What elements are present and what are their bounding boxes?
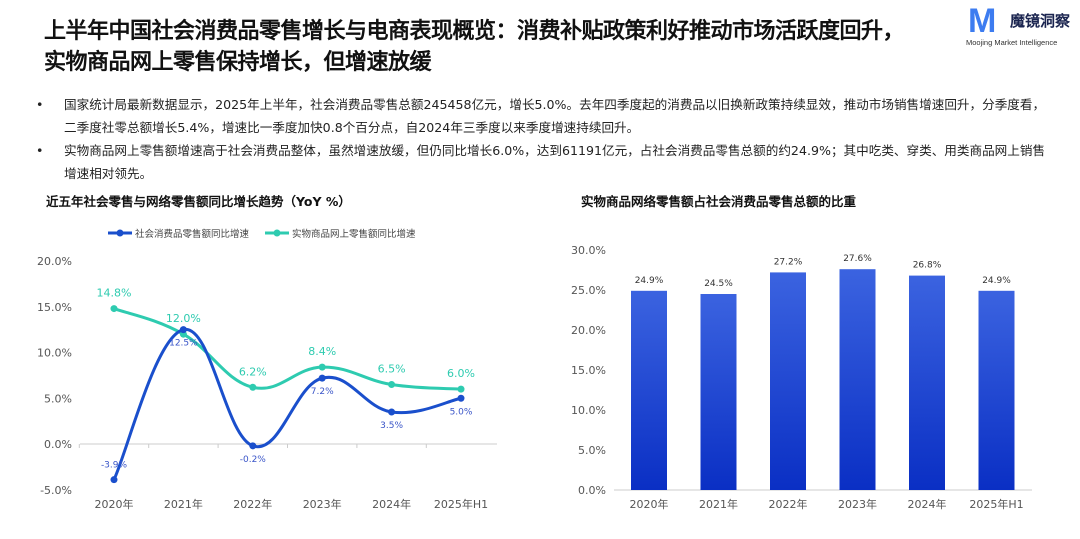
x-tick-label: 2023年: [303, 497, 342, 511]
bar: [909, 275, 945, 490]
y-tick-label: 30.0%: [571, 244, 606, 257]
legend-marker: [116, 229, 124, 237]
data-point: [249, 383, 257, 391]
bullet-dot: •: [36, 143, 44, 158]
y-tick-label: 5.0%: [578, 444, 606, 457]
data-label: 3.5%: [380, 421, 403, 431]
x-tick-label: 2024年: [908, 497, 947, 511]
bullet-item: • 国家统计局最新数据显示，2025年上半年，社会消费品零售总额245458亿元，…: [36, 93, 1056, 139]
bar-label: 24.9%: [635, 276, 664, 286]
data-point: [179, 326, 187, 334]
legend-marker: [273, 229, 281, 237]
y-tick-label: 15.0%: [571, 364, 606, 377]
data-point: [110, 476, 118, 484]
data-point: [388, 381, 396, 389]
title-line-2: 实物商品网上零售保持增长，但增速放缓: [44, 50, 432, 75]
x-tick-label: 2021年: [164, 497, 203, 511]
x-tick-label: 2020年: [95, 497, 134, 511]
bar: [631, 290, 667, 490]
data-label: 12.5%: [169, 339, 198, 349]
data-label: 12.0%: [166, 312, 201, 325]
moojing-logo: M 魔镜洞察 Moojing Market Intelligence: [966, 4, 1078, 48]
data-point: [457, 394, 465, 402]
data-label: 8.4%: [308, 345, 336, 358]
y-tick-label: 10.0%: [571, 404, 606, 417]
x-tick-label: 2025年H1: [969, 497, 1023, 511]
y-tick-label: 10.0%: [37, 347, 72, 360]
bullet-list: • 国家统计局最新数据显示，2025年上半年，社会消费品零售总额245458亿元，…: [36, 93, 1056, 185]
data-label: 6.5%: [378, 363, 406, 376]
bar: [770, 272, 806, 490]
x-tick-label: 2022年: [233, 497, 272, 511]
bar: [700, 294, 737, 490]
data-label: 6.0%: [447, 367, 475, 380]
y-tick-label: 0.0%: [44, 438, 72, 451]
y-tick-label: -5.0%: [40, 484, 72, 497]
page-title: 上半年中国社会消费品零售增长与电商表现概览：消费补贴政策利好推动市场活跃度回升，…: [44, 16, 905, 78]
bar-chart-title: 实物商品网络零售额占社会消费品零售总额的比重: [581, 194, 857, 209]
x-tick-label: 2023年: [838, 497, 877, 511]
bar-label: 27.6%: [843, 254, 872, 264]
bar-label: 27.2%: [774, 257, 803, 267]
data-point: [249, 442, 257, 450]
bar: [839, 269, 876, 490]
bullet-text: 实物商品网上零售额增速高于社会消费品整体，虽然增速放缓，但仍同比增长6.0%，达…: [64, 143, 1046, 181]
bar-label: 24.5%: [704, 279, 733, 289]
y-tick-label: 5.0%: [44, 392, 72, 405]
bullet-item: • 实物商品网上零售额增速高于社会消费品整体，虽然增速放缓，但仍同比增长6.0%，…: [36, 139, 1056, 185]
data-label: -3.9%: [101, 461, 128, 471]
data-point: [457, 385, 465, 393]
legend-label: 实物商品网上零售额同比增速: [292, 228, 416, 240]
logo-sub: Moojing Market Intelligence: [966, 38, 1058, 47]
x-tick-label: 2025年H1: [434, 497, 488, 511]
x-tick-label: 2022年: [769, 497, 808, 511]
data-point: [388, 408, 396, 416]
y-tick-label: 20.0%: [571, 324, 606, 337]
bar-label: 26.8%: [913, 261, 942, 271]
logo-name: 魔镜洞察: [1010, 12, 1071, 30]
logo-mark-icon: M: [968, 2, 997, 40]
y-tick-label: 25.0%: [571, 284, 606, 297]
bar: [978, 290, 1015, 490]
data-point: [318, 363, 326, 371]
data-label: -0.2%: [240, 455, 267, 465]
data-label: 7.2%: [311, 387, 334, 397]
x-tick-label: 2020年: [630, 497, 669, 511]
x-tick-label: 2021年: [699, 497, 738, 511]
y-tick-label: 20.0%: [37, 255, 72, 268]
data-point: [110, 305, 118, 313]
data-point: [318, 374, 326, 382]
x-tick-label: 2024年: [372, 497, 411, 511]
data-label: 5.0%: [450, 407, 473, 417]
y-tick-label: 15.0%: [37, 301, 72, 314]
legend-label: 社会消费品零售额同比增速: [135, 228, 250, 240]
title-line-1: 上半年中国社会消费品零售增长与电商表现概览：消费补贴政策利好推动市场活跃度回升，: [44, 19, 905, 44]
bullet-text: 国家统计局最新数据显示，2025年上半年，社会消费品零售总额245458亿元，增…: [64, 97, 1046, 135]
series-line-0: [112, 328, 462, 481]
data-label: 6.2%: [239, 365, 267, 378]
bullet-dot: •: [36, 97, 44, 112]
line-chart-title: 近五年社会零售与网络零售额同比增长趋势（YoY %）: [46, 194, 351, 209]
bar-label: 24.9%: [982, 276, 1011, 286]
y-tick-label: 0.0%: [578, 484, 606, 497]
data-label: 14.8%: [97, 287, 132, 300]
